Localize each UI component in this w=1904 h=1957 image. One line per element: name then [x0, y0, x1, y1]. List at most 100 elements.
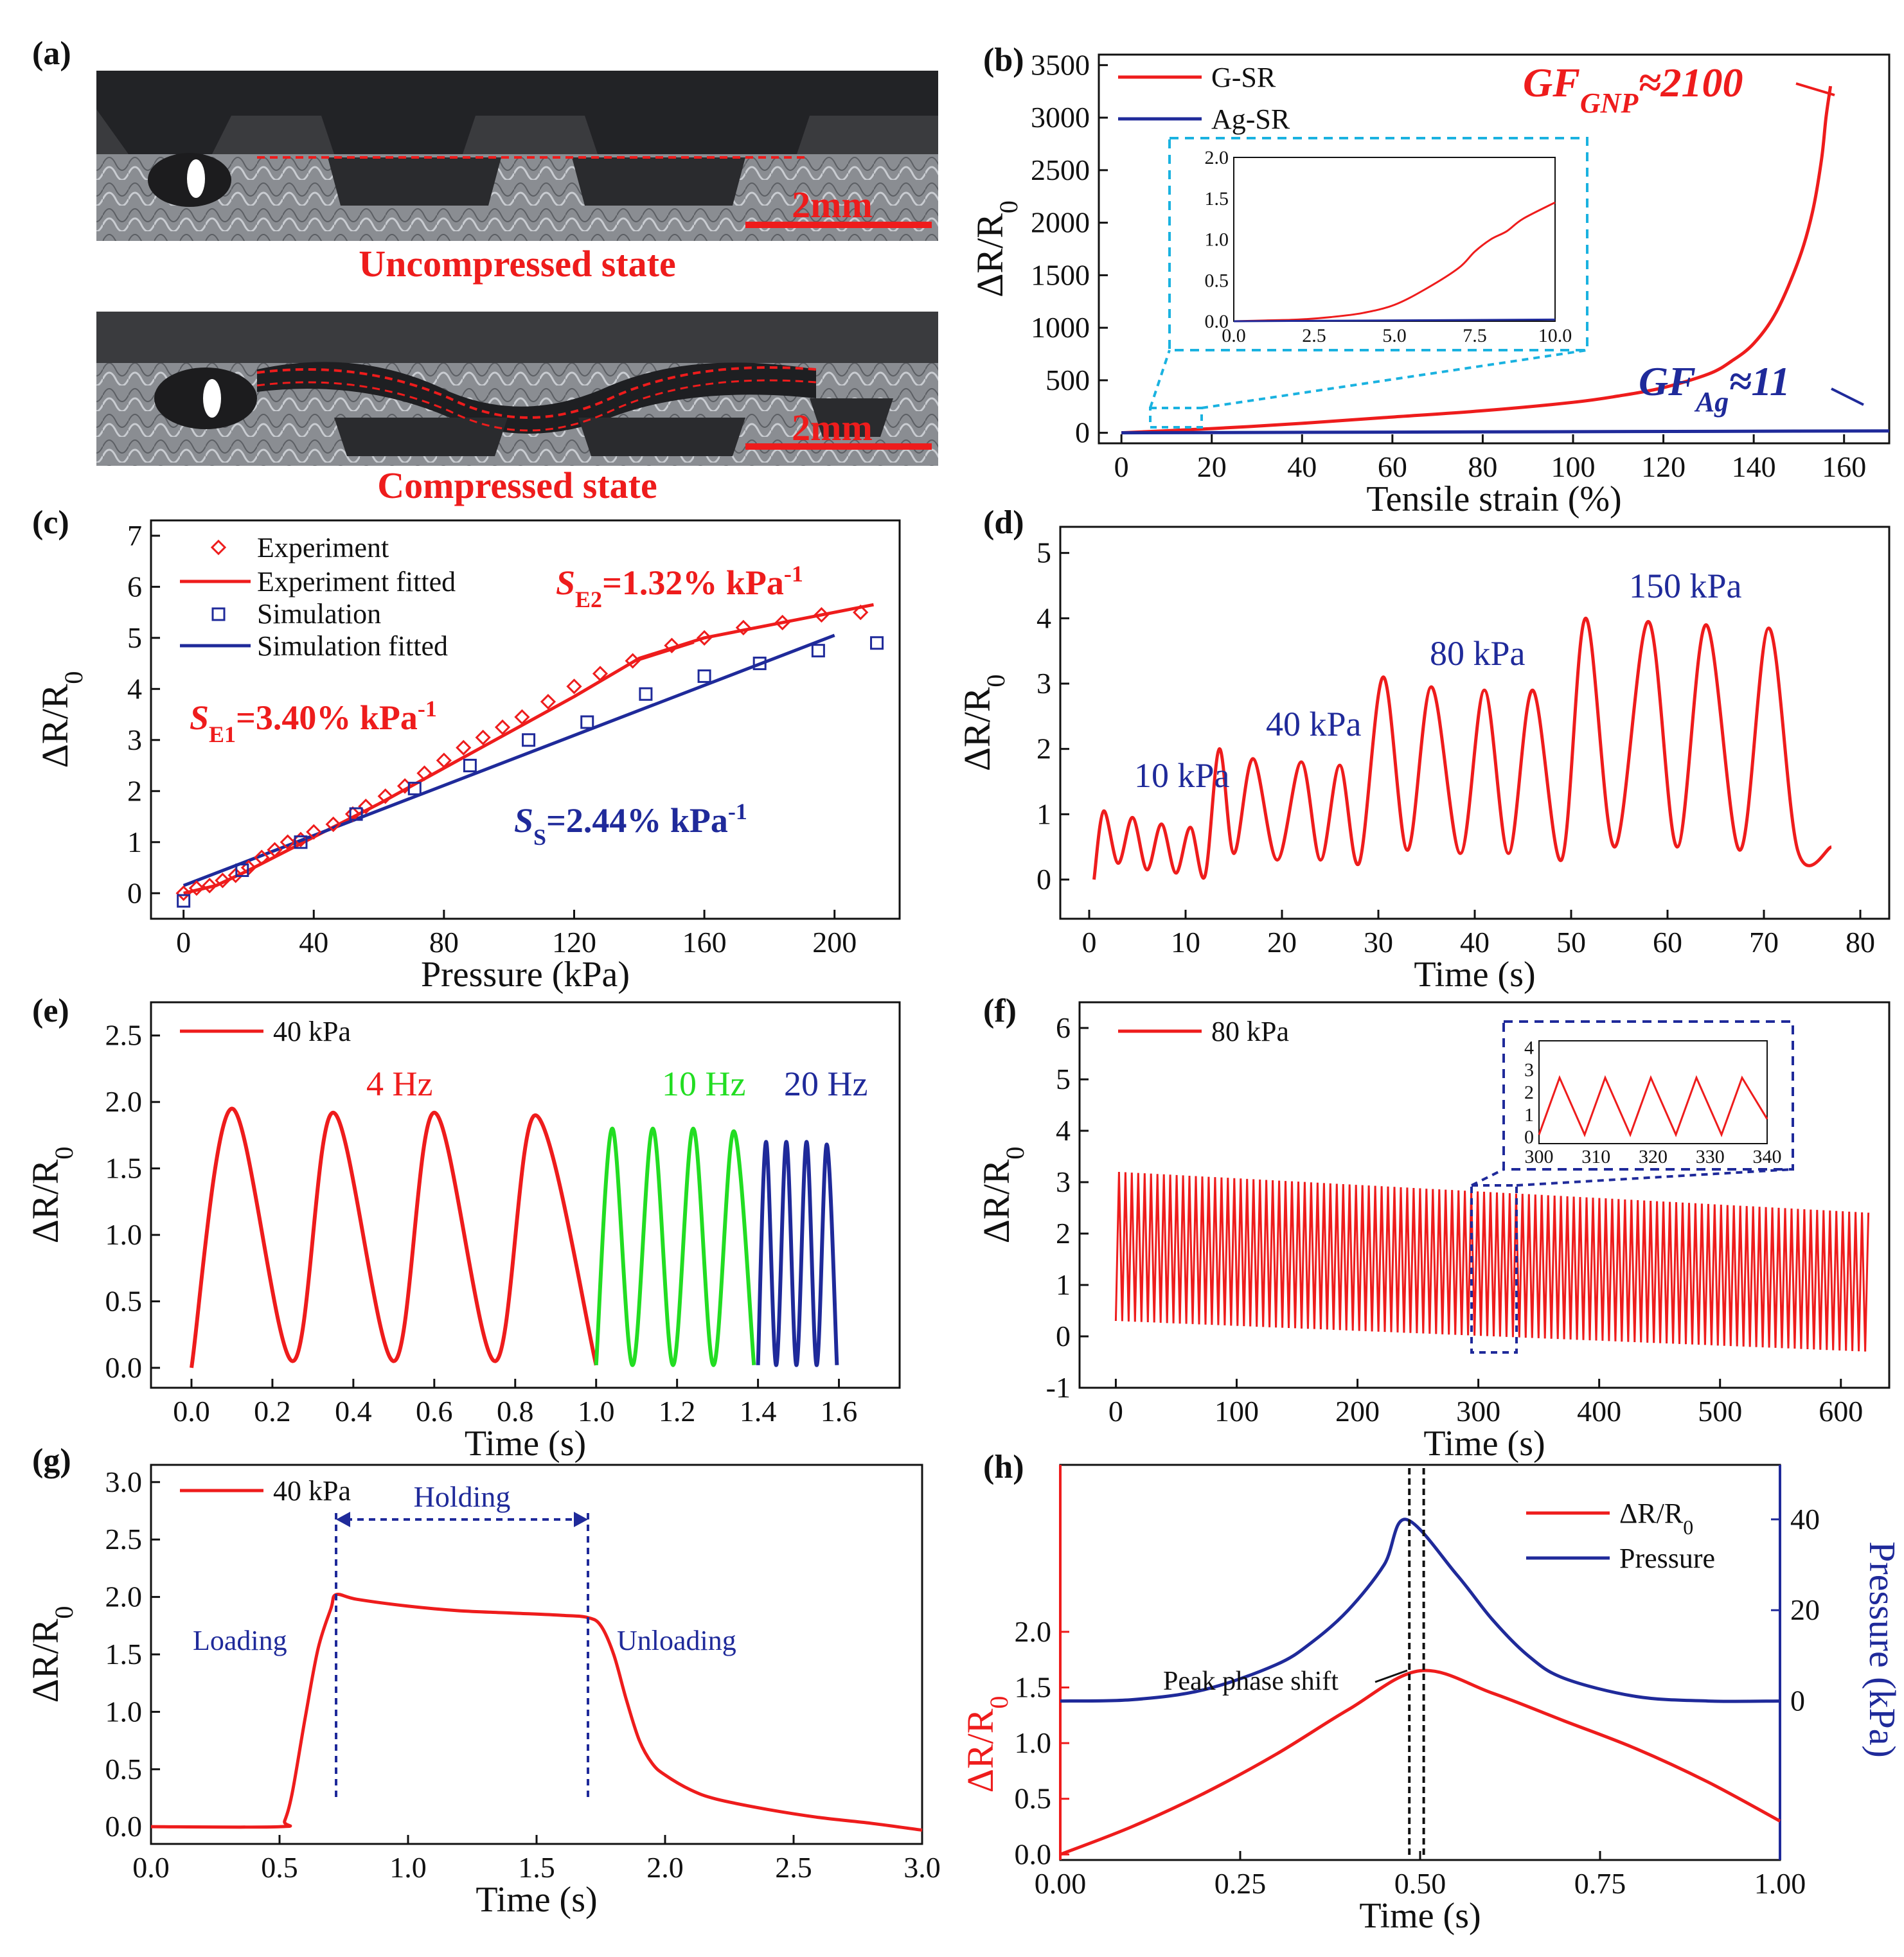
legend-40kpa-label: 40 kPa [273, 1016, 351, 1047]
y-axis-title: ΔR/R0 [24, 1606, 78, 1703]
legend-simulation-fitted-label: Simulation fitted [257, 630, 448, 662]
x-tick-label: 1.6 [821, 1395, 858, 1428]
experiment-point [664, 637, 680, 653]
x-axis-title: Time (s) [476, 1880, 597, 1920]
series-80kpa-cycles [1114, 1171, 1870, 1352]
slope-e2-sup: -1 [784, 561, 803, 587]
y-tick-label: 1.0 [1015, 1726, 1052, 1759]
plot-frame [1059, 526, 1891, 920]
annotation-80kpa: 80 kPa [1430, 634, 1526, 673]
y-tick-label: 3 [1056, 1165, 1071, 1198]
inset-y-tick-label: 2.0 [1205, 147, 1229, 168]
x-tick-label: 40 [1287, 450, 1317, 483]
y-tick-label: 1.5 [105, 1152, 143, 1185]
x-tick-label: 1.2 [659, 1395, 696, 1428]
y-tick-label: 500 [1045, 364, 1090, 396]
inset-y-tick-label: 0.5 [1205, 270, 1229, 291]
experiment-point [456, 739, 472, 756]
chart-d: 0 10 20 30 40 50 60 70 80 0 1 2 3 4 5 Time (s) ΔR/R0 10 k… [956, 526, 1891, 995]
annotation-gf-ag: GFAg≈11 [1639, 359, 1790, 418]
series-simulation-fitted [182, 633, 835, 887]
y-tick-label: 1.0 [105, 1695, 143, 1728]
annotation-150kpa: 150 kPa [1629, 567, 1742, 605]
y-tick-label: 4 [1037, 601, 1051, 634]
panel-a: (a) 2mm Uncompressed state 2 [32, 35, 938, 506]
annotation-loading: Loading [193, 1625, 287, 1656]
experiment-point [292, 831, 309, 847]
annotation-gf-ag-value: ≈11 [1729, 359, 1790, 404]
y-axis-title: ΔR/R0 [34, 671, 88, 768]
experiment-point [215, 872, 231, 889]
annotation-arrow [1375, 1669, 1408, 1683]
y-tick-label: 5 [1056, 1063, 1071, 1095]
y-axis-title-sub: 0 [1001, 1147, 1029, 1160]
chart-h: 0.00 0.25 0.50 0.75 1.00 Time (s) 0.0 0.5 1.0 1.5… [959, 1464, 1903, 1936]
y-axis-title: ΔR/R0 [975, 1147, 1029, 1244]
experiment-point [735, 619, 751, 636]
y-tick-label: 3 [127, 723, 142, 756]
annotation-arrow-gnp [1795, 82, 1835, 96]
x-tick-label: 1.5 [518, 1851, 555, 1884]
y-tick-label: 1000 [1031, 311, 1090, 344]
inset-series-g-sr [1233, 201, 1556, 323]
annotation-gf-gnp: GFGNP≈2100 [1523, 60, 1743, 119]
y-tick-label: 0.0 [105, 1810, 143, 1843]
y-axis-title-sub: 0 [49, 1606, 78, 1619]
y-right-tick-label: 20 [1790, 1593, 1820, 1626]
x-tick-label: 500 [1698, 1395, 1742, 1428]
y-tick-label: 2 [1037, 732, 1051, 765]
x-tick-label: 200 [812, 926, 857, 959]
y-tick-label: 3000 [1031, 101, 1090, 134]
plot-frame [1078, 1001, 1891, 1389]
holding-arrow-left [336, 1512, 350, 1527]
annotation-holding: Holding [414, 1480, 511, 1513]
y-tick-label: 0 [127, 876, 142, 909]
inset-series-ag-sr [1233, 318, 1556, 323]
annotation-gf-gnp-value: ≈2100 [1638, 60, 1743, 105]
experiment-point [202, 878, 218, 894]
y-axis-title-sub: 0 [59, 671, 88, 684]
chart-c: 0 40 80 120 160 200 0 1 2 3 4 5 6 7 Pressure (kPa) ΔR/R… [34, 519, 901, 995]
y-axis-title: ΔR/R0 [956, 675, 1010, 772]
legend-experiment-fitted-label: Experiment fitted [257, 566, 456, 598]
legend-pressure-label: Pressure [1619, 1543, 1715, 1574]
inset-x-tick-label: 320 [1639, 1146, 1668, 1167]
slope-e1-symbol: S [190, 698, 209, 737]
inset-x-tick-label: 2.5 [1302, 325, 1326, 346]
y-tick-label: 2.0 [1015, 1615, 1052, 1648]
inset-highlight-box [1168, 137, 1588, 351]
y-right-tick-label: 40 [1790, 1503, 1820, 1536]
x-tick-label: 0.75 [1574, 1867, 1626, 1900]
panel-label-a: (a) [32, 35, 71, 72]
x-axis-title: Time (s) [1359, 1896, 1481, 1936]
inset-connector-left [1149, 350, 1171, 409]
series-g-sr [1121, 85, 1833, 435]
y-tick-label: 0.0 [1015, 1837, 1052, 1870]
x-tick-label: 0 [1114, 450, 1129, 483]
slope-s: SS=2.44% kPa-1 [514, 799, 747, 850]
series-10-hz [594, 1126, 756, 1367]
legend-simulation-marker [211, 607, 226, 621]
x-tick-label: 0.0 [132, 1851, 170, 1884]
annotation-10hz: 10 Hz [662, 1065, 745, 1103]
holding-arrow-right [574, 1512, 588, 1527]
inset-x-tick-label: 0.0 [1222, 325, 1246, 346]
x-tick-label: 120 [1641, 450, 1686, 483]
simulation-point [235, 863, 249, 877]
simulation-point [752, 657, 767, 671]
x-tick-label: 0 [1082, 926, 1097, 959]
simulation-point [811, 644, 825, 658]
x-tick-label: 50 [1556, 926, 1586, 959]
inset-connector-right [1516, 1168, 1793, 1187]
y-tick-label: -1 [1046, 1371, 1071, 1404]
panel-label-c: (c) [32, 504, 69, 541]
inset-source-box [1149, 407, 1203, 429]
y-tick-label: 2000 [1031, 206, 1090, 239]
y-tick-label: 3 [1037, 667, 1051, 700]
experiment-point [814, 607, 830, 623]
x-tick-label: 20 [1267, 926, 1297, 959]
y-tick-label: 1.0 [105, 1218, 143, 1251]
y-tick-label: 3.0 [105, 1466, 143, 1498]
legend-experiment-marker [210, 539, 227, 556]
slope-s-symbol: S [514, 801, 533, 840]
